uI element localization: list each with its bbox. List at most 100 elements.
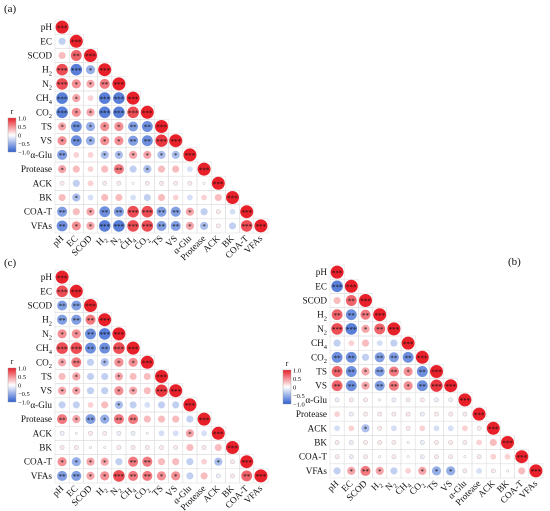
correlation-circle [415, 350, 429, 364]
significance-stars: *** [213, 181, 224, 189]
significance-stars: *** [227, 445, 238, 453]
significance-stars: *** [156, 374, 167, 382]
correlation-circle [70, 135, 82, 147]
significance-stars: ** [59, 317, 67, 325]
correlation-circle [57, 206, 68, 217]
correlation-circle [229, 208, 236, 215]
significance-stars: ** [334, 355, 342, 363]
correlation-circle [56, 63, 68, 76]
column-label: CO2 [132, 233, 152, 253]
correlation-circle [128, 470, 139, 481]
correlation-circle [376, 340, 383, 347]
correlation-circle [361, 339, 370, 347]
correlation-circle [215, 223, 221, 229]
correlation-circle [114, 136, 124, 146]
correlation-circle [143, 164, 152, 174]
colorbar-tick-label: −0.5 [18, 141, 30, 148]
correlation-circle [374, 352, 385, 363]
correlation-circle [331, 323, 343, 335]
correlation-circle [102, 430, 108, 436]
correlation-circle [56, 285, 68, 298]
correlation-circle [388, 366, 399, 377]
correlation-circle [72, 401, 80, 409]
correlation-circle [57, 164, 67, 174]
correlation-circle [113, 92, 125, 104]
significance-stars: ** [101, 345, 109, 353]
significance-stars: *** [374, 312, 385, 320]
significance-stars: * [103, 459, 107, 467]
row-label: VFAs [31, 221, 53, 231]
significance-stars: * [174, 473, 178, 481]
significance-stars: ** [419, 383, 427, 391]
significance-stars: *** [85, 303, 96, 311]
correlation-circle [72, 386, 81, 395]
correlation-circle [127, 205, 139, 218]
row-label: H2 [42, 315, 52, 328]
row-label: EC [40, 286, 52, 296]
colorbar-title: r [11, 107, 14, 116]
correlation-circle [100, 414, 110, 424]
significance-stars: *** [199, 166, 210, 174]
correlation-circle [114, 121, 124, 132]
correlation-circle [348, 440, 354, 445]
correlation-circle [59, 180, 65, 186]
correlation-circle [334, 440, 340, 445]
correlation-circle [87, 401, 94, 408]
significance-stars: * [60, 360, 64, 368]
correlation-circle [86, 471, 95, 481]
significance-stars: * [117, 360, 121, 368]
correlation-circle [129, 401, 137, 409]
significance-stars: * [117, 402, 121, 410]
significance-stars: * [75, 81, 79, 89]
row-label: pH [41, 272, 53, 282]
correlation-circle [254, 219, 268, 233]
correlation-circle [363, 440, 368, 445]
correlation-circle [185, 221, 195, 231]
significance-stars: ** [243, 473, 251, 481]
correlation-circle [141, 205, 154, 218]
correlation-circle [86, 358, 95, 366]
correlation-circle [361, 381, 370, 390]
row-label: TS [41, 372, 52, 382]
correlation-circle [345, 380, 357, 392]
row-label: BK [39, 443, 52, 453]
significance-stars: * [131, 388, 135, 396]
correlation-circle [157, 415, 166, 423]
correlation-circle [155, 370, 168, 383]
correlation-circle [98, 106, 111, 119]
correlation-circle [199, 221, 209, 231]
significance-stars: * [364, 426, 368, 434]
correlation-circle [87, 151, 94, 158]
correlation-circle [461, 425, 468, 432]
significance-stars: ** [144, 473, 152, 481]
colorbar-tick-label: 0.5 [18, 374, 26, 381]
correlation-circle [101, 387, 109, 395]
correlation-circle [331, 280, 343, 293]
significance-stars: * [364, 369, 368, 377]
correlation-circle [157, 165, 166, 173]
correlation-circle [115, 458, 123, 466]
correlation-circle [85, 65, 96, 75]
correlation-circle [403, 381, 413, 391]
correlation-circle [116, 430, 122, 436]
correlation-circle [85, 314, 96, 325]
correlation-circle [57, 386, 67, 395]
significance-stars: * [350, 468, 354, 476]
significance-stars: * [89, 209, 93, 217]
significance-stars: *** [128, 209, 139, 217]
correlation-circle [377, 440, 383, 445]
significance-stars: * [449, 468, 453, 476]
correlation-circle [388, 352, 399, 363]
correlation-circle [57, 329, 67, 339]
significance-stars: * [89, 110, 93, 118]
correlation-circle [71, 457, 81, 467]
significance-stars: * [89, 124, 93, 132]
correlation-circle [57, 358, 67, 367]
significance-stars: ** [73, 360, 81, 368]
correlation-circle [345, 295, 357, 306]
correlation-circle [378, 398, 382, 402]
column-label: CO2 [132, 483, 152, 503]
significance-stars: * [103, 152, 107, 160]
correlation-circle [113, 164, 124, 175]
significance-stars: ** [390, 383, 398, 391]
